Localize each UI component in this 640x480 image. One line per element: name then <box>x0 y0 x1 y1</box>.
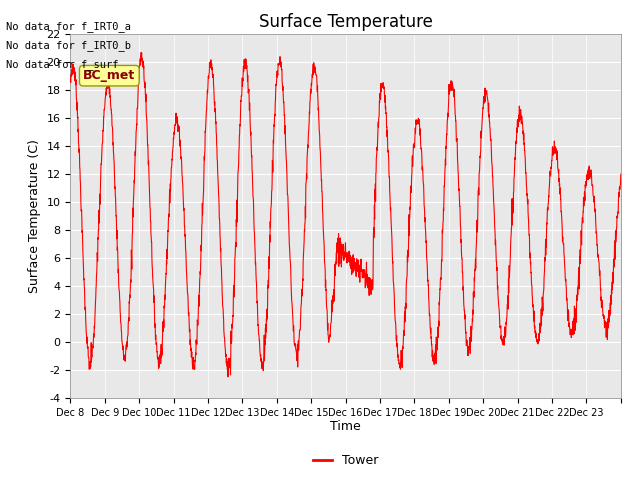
Text: No data for f_surf: No data for f_surf <box>6 59 119 70</box>
Y-axis label: Surface Temperature (C): Surface Temperature (C) <box>28 139 41 293</box>
Legend: Tower: Tower <box>308 449 383 472</box>
X-axis label: Time: Time <box>330 420 361 432</box>
Title: Surface Temperature: Surface Temperature <box>259 12 433 31</box>
Text: BC_met: BC_met <box>83 69 136 82</box>
Text: No data for f_IRT0_a: No data for f_IRT0_a <box>6 21 131 32</box>
Text: No data for f_IRT0_b: No data for f_IRT0_b <box>6 40 131 51</box>
